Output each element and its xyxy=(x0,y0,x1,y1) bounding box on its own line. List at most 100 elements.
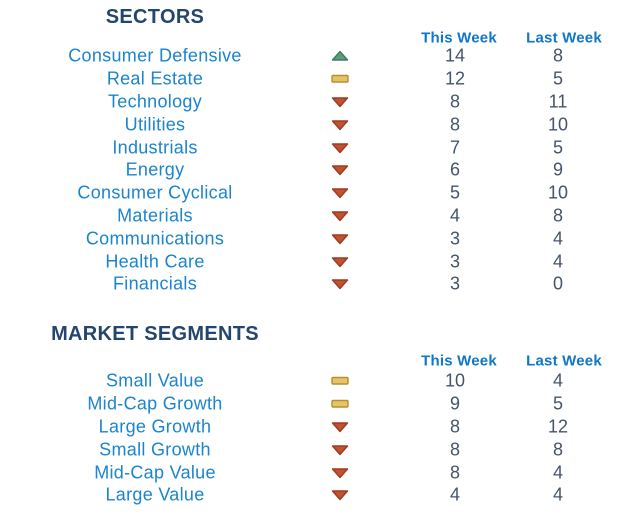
down-triangle-icon xyxy=(331,142,349,153)
this-week-value: 7 xyxy=(449,137,461,158)
table-row: Large Growth 8 12 xyxy=(0,416,635,439)
row-label: Small Value xyxy=(105,370,205,391)
sectors-title: SECTORS xyxy=(105,6,205,28)
row-label: Financials xyxy=(112,273,198,294)
table-row: Communications 3 4 xyxy=(0,227,635,250)
dash-icon xyxy=(331,399,349,408)
row-label: Health Care xyxy=(105,251,205,272)
down-triangle-icon xyxy=(331,445,349,455)
down-triangle-icon xyxy=(331,467,349,478)
table-row: Mid-Cap Value 8 4 xyxy=(0,461,635,484)
last-week-value: 11 xyxy=(548,91,568,112)
down-triangle-icon xyxy=(331,188,349,199)
last-week-value: 4 xyxy=(552,370,564,391)
down-triangle-icon xyxy=(331,490,349,501)
row-label: Energy xyxy=(125,159,185,180)
market-segments-title: MARKET SEGMENTS xyxy=(51,323,259,345)
trend-icon xyxy=(331,489,349,501)
market-segments-header-row: This Week Last Week xyxy=(0,351,635,371)
trend-icon xyxy=(331,421,349,433)
this-week-value: 3 xyxy=(449,228,461,249)
last-week-value: 9 xyxy=(552,159,564,180)
last-week-value: 10 xyxy=(547,182,569,203)
last-week-value: 5 xyxy=(552,137,564,158)
last-week-value: 10 xyxy=(547,114,569,135)
last-week-value: 0 xyxy=(552,273,564,294)
table-row: Health Care 3 4 xyxy=(0,250,635,273)
this-week-value: 4 xyxy=(449,484,461,505)
table-row: Small Value 10 4 xyxy=(0,370,635,393)
row-label: Mid-Cap Value xyxy=(94,462,216,483)
last-week-value: 4 xyxy=(552,462,564,483)
row-label: Large Value xyxy=(105,484,205,505)
row-label: Industrials xyxy=(112,137,198,158)
table-row: Small Growth 8 8 xyxy=(0,438,635,461)
this-week-value: 10 xyxy=(444,370,466,391)
table-row: Consumer Cyclical 5 10 xyxy=(0,182,635,205)
trend-icon xyxy=(331,375,349,387)
row-label: Large Growth xyxy=(98,416,212,437)
down-triangle-icon xyxy=(331,234,349,244)
table-row: Energy 6 9 xyxy=(0,159,635,182)
trend-icon xyxy=(331,233,349,245)
last-week-header: Last Week xyxy=(526,29,602,47)
trend-icon xyxy=(331,187,349,199)
this-week-value: 14 xyxy=(444,45,466,66)
trend-icon xyxy=(331,398,349,410)
down-triangle-icon xyxy=(331,120,349,130)
table-row: Mid-Cap Growth 9 5 xyxy=(0,393,635,416)
row-label: Communications xyxy=(85,228,225,249)
last-week-value: 12 xyxy=(547,416,569,437)
row-label: Consumer Cyclical xyxy=(77,182,233,203)
down-triangle-icon xyxy=(331,97,349,108)
table-row: Consumer Defensive 14 8 xyxy=(0,45,635,68)
last-week-header: Last Week xyxy=(526,352,602,370)
table-row: Utilities 8 10 xyxy=(0,113,635,136)
market-segments-table: Small Value 10 4 Mid-Cap Growth 9 5 Larg… xyxy=(0,370,635,507)
row-label: Small Growth xyxy=(99,439,211,460)
row-label: Consumer Defensive xyxy=(68,45,242,66)
down-triangle-icon xyxy=(331,256,349,267)
trend-icon xyxy=(331,467,349,479)
last-week-value: 4 xyxy=(552,228,564,249)
up-triangle-icon xyxy=(331,51,349,62)
last-week-value: 4 xyxy=(552,251,564,272)
this-week-value: 6 xyxy=(449,159,461,180)
last-week-value: 5 xyxy=(552,393,564,414)
trend-icon xyxy=(331,119,349,131)
this-week-value: 8 xyxy=(449,439,461,460)
down-triangle-icon xyxy=(331,279,349,290)
last-week-value: 8 xyxy=(552,205,564,226)
row-label: Technology xyxy=(107,91,203,112)
trend-icon xyxy=(331,256,349,268)
this-week-value: 8 xyxy=(449,462,461,483)
row-label: Materials xyxy=(117,205,193,226)
trend-icon xyxy=(331,210,349,222)
table-row: Large Value 4 4 xyxy=(0,484,635,507)
down-triangle-icon xyxy=(331,422,349,433)
down-triangle-icon xyxy=(331,165,349,176)
this-week-header: This Week xyxy=(421,352,497,370)
last-week-value: 5 xyxy=(552,68,564,89)
this-week-header: This Week xyxy=(421,29,497,47)
trend-icon xyxy=(331,444,349,456)
this-week-value: 9 xyxy=(449,393,461,414)
table-row: Financials 3 0 xyxy=(0,273,635,296)
last-week-value: 8 xyxy=(552,45,564,66)
this-week-value: 5 xyxy=(449,182,461,203)
table-row: Technology 8 11 xyxy=(0,91,635,114)
this-week-value: 8 xyxy=(449,416,461,437)
sectors-header-row: This Week Last Week xyxy=(0,28,635,48)
this-week-value: 8 xyxy=(449,114,461,135)
last-week-value: 4 xyxy=(552,484,564,505)
row-label: Real Estate xyxy=(106,68,204,89)
trend-icon xyxy=(331,164,349,176)
dash-icon xyxy=(331,74,349,83)
row-label: Utilities xyxy=(124,114,186,135)
this-week-value: 3 xyxy=(449,251,461,272)
this-week-value: 4 xyxy=(449,205,461,226)
last-week-value: 8 xyxy=(552,439,564,460)
table-row: Materials 4 8 xyxy=(0,205,635,228)
trend-icon xyxy=(331,96,349,108)
table-row: Real Estate 12 5 xyxy=(0,68,635,91)
